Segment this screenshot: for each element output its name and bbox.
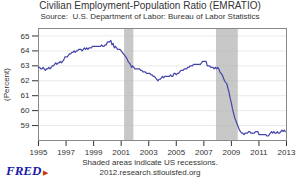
svg-text:65: 65: [21, 32, 30, 41]
html-text:Shaded areas indicate US reces: Shaded areas indicate US recessions.: [82, 158, 218, 167]
html-text:Source: U.S. Department of Lab: Source: U.S. Department of Labor: Bureau…: [40, 12, 260, 21]
svg-text:64: 64: [21, 46, 30, 55]
svg-text:62: 62: [21, 76, 30, 85]
svg-text:1999: 1999: [85, 148, 103, 157]
html-text:2012.research.stlouisfed.org: 2012.research.stlouisfed.org: [99, 168, 201, 177]
svg-text:2003: 2003: [140, 148, 158, 157]
html-text:Civilian Employment-Population: Civilian Employment-Population Ratio (EM…: [39, 0, 261, 11]
svg-text:2007: 2007: [195, 148, 213, 157]
svg-text:(Percent): (Percent): [2, 68, 11, 101]
svg-text:1997: 1997: [57, 148, 75, 157]
svg-text:63: 63: [21, 61, 30, 70]
html-text:FRED: FRED: [6, 163, 42, 178]
svg-text:1995: 1995: [30, 148, 48, 157]
svg-text:2001: 2001: [112, 148, 130, 157]
svg-text:60: 60: [21, 106, 30, 115]
svg-text:2009: 2009: [222, 148, 240, 157]
svg-text:61: 61: [21, 91, 30, 100]
svg-text:2011: 2011: [250, 148, 268, 157]
svg-text:2013: 2013: [278, 148, 296, 157]
svg-text:2005: 2005: [167, 148, 185, 157]
svg-text:59: 59: [21, 121, 30, 130]
